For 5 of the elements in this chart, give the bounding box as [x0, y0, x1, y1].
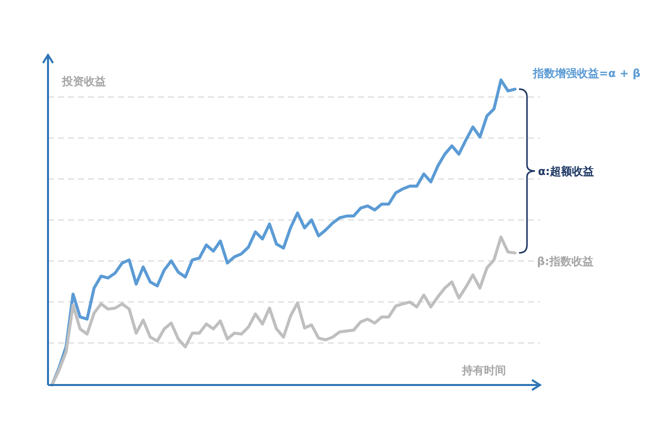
text: β:指数收益: [537, 255, 594, 268]
series-label: 指数增强收益=α + β: [532, 67, 641, 80]
y-axis-title: 投资收益: [61, 75, 106, 88]
x-axis-title: 持有时间: [461, 364, 506, 377]
text: α:超额收益: [538, 165, 594, 178]
